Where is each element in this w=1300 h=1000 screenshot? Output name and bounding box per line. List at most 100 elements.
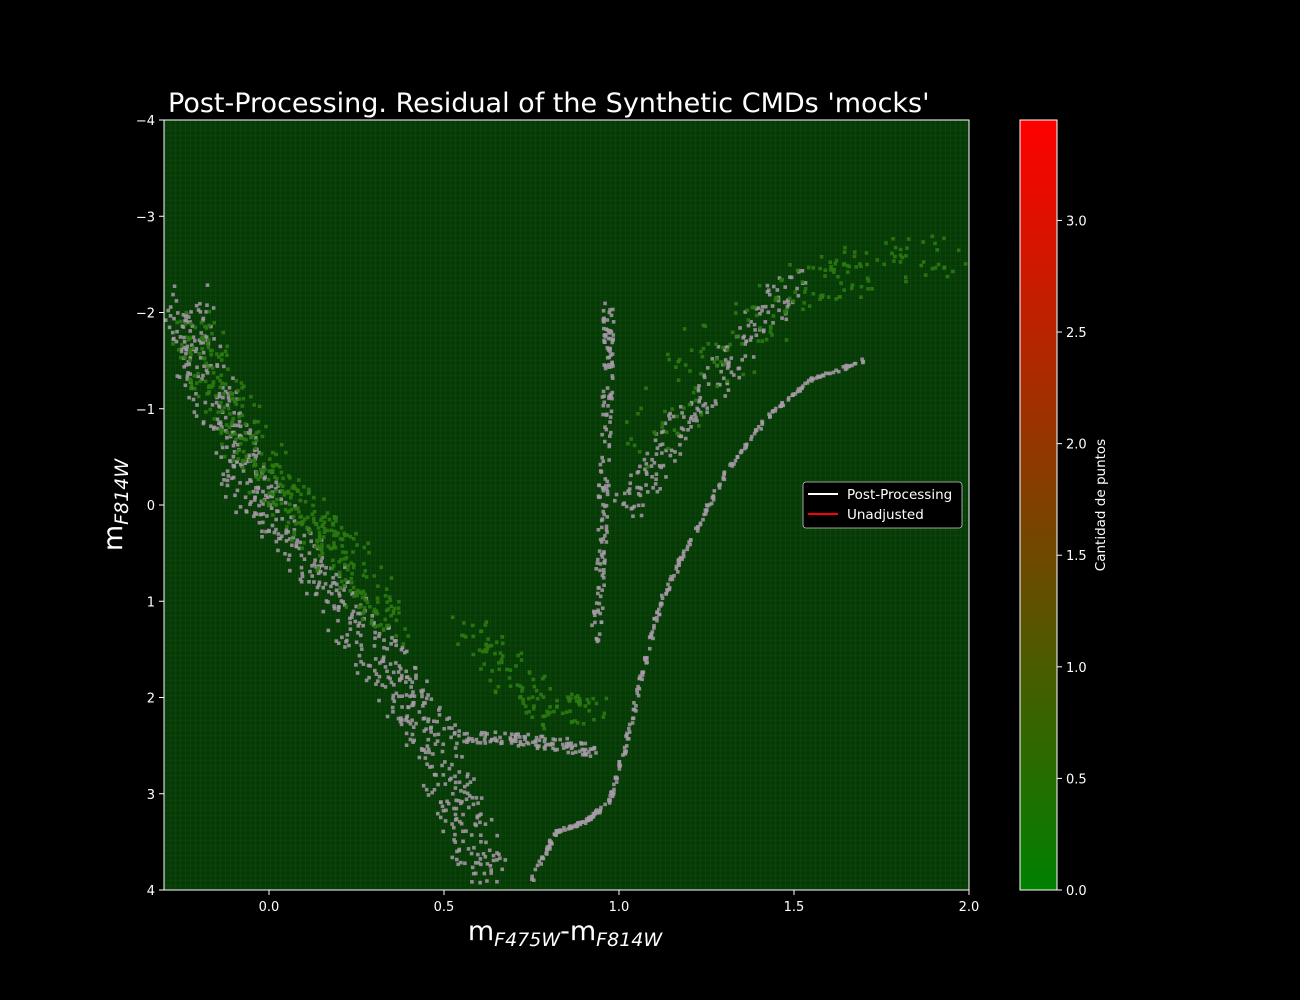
point-post-processing bbox=[705, 366, 710, 370]
point-post-processing bbox=[479, 833, 483, 838]
point-unadjusted bbox=[310, 512, 315, 517]
point-unadjusted bbox=[328, 546, 333, 551]
point-post-processing bbox=[188, 329, 193, 333]
point-post-processing bbox=[635, 691, 640, 695]
point-post-processing bbox=[608, 420, 612, 424]
point-unadjusted bbox=[350, 571, 354, 576]
point-post-processing bbox=[570, 745, 575, 749]
point-unadjusted bbox=[283, 507, 288, 512]
point-post-processing bbox=[192, 410, 197, 414]
point-unadjusted bbox=[859, 264, 863, 269]
point-post-processing bbox=[771, 409, 775, 413]
point-post-processing bbox=[479, 730, 484, 735]
point-unadjusted bbox=[178, 319, 183, 324]
point-unadjusted bbox=[369, 621, 374, 626]
point-unadjusted bbox=[675, 431, 680, 436]
point-post-processing bbox=[404, 731, 409, 736]
point-unadjusted bbox=[362, 606, 367, 610]
point-unadjusted bbox=[864, 251, 869, 255]
point-unadjusted bbox=[521, 701, 526, 706]
point-post-processing bbox=[782, 300, 787, 305]
point-unadjusted bbox=[636, 411, 640, 416]
point-unadjusted bbox=[216, 410, 220, 414]
point-post-processing bbox=[164, 318, 168, 322]
point-post-processing bbox=[482, 871, 487, 876]
point-post-processing bbox=[451, 791, 455, 796]
point-post-processing bbox=[687, 540, 691, 544]
point-post-processing bbox=[649, 633, 654, 638]
point-unadjusted bbox=[341, 550, 345, 555]
point-post-processing bbox=[453, 746, 458, 750]
point-post-processing bbox=[205, 371, 210, 375]
point-post-processing bbox=[453, 774, 457, 779]
point-post-processing bbox=[432, 733, 437, 737]
x-tick-label: 0.0 bbox=[259, 900, 280, 915]
point-post-processing bbox=[443, 819, 448, 823]
point-unadjusted bbox=[784, 307, 789, 312]
x-tick-label: 1.0 bbox=[609, 900, 630, 915]
point-post-processing bbox=[190, 343, 194, 347]
point-post-processing bbox=[701, 403, 706, 408]
point-unadjusted bbox=[585, 697, 590, 702]
point-unadjusted bbox=[291, 483, 296, 488]
point-post-processing bbox=[421, 701, 426, 705]
point-unadjusted bbox=[921, 240, 925, 244]
point-unadjusted bbox=[367, 550, 371, 555]
point-unadjusted bbox=[322, 526, 327, 531]
point-unadjusted bbox=[333, 529, 337, 534]
point-unadjusted bbox=[338, 536, 343, 541]
point-unadjusted bbox=[334, 533, 339, 538]
point-post-processing bbox=[722, 472, 726, 477]
point-post-processing bbox=[432, 719, 436, 724]
point-unadjusted bbox=[905, 246, 909, 250]
point-unadjusted bbox=[270, 463, 275, 468]
point-unadjusted bbox=[715, 363, 720, 368]
point-post-processing bbox=[377, 674, 382, 679]
point-post-processing bbox=[391, 693, 396, 698]
point-post-processing bbox=[221, 472, 226, 477]
point-unadjusted bbox=[904, 253, 908, 258]
point-post-processing bbox=[601, 326, 606, 331]
point-unadjusted bbox=[819, 293, 823, 298]
point-post-processing bbox=[632, 701, 636, 705]
point-post-processing bbox=[607, 443, 612, 447]
point-unadjusted bbox=[270, 513, 275, 517]
point-unadjusted bbox=[225, 353, 229, 357]
point-post-processing bbox=[599, 470, 604, 474]
point-unadjusted bbox=[210, 366, 215, 370]
point-unadjusted bbox=[253, 462, 258, 467]
point-post-processing bbox=[483, 731, 487, 735]
point-unadjusted bbox=[220, 381, 225, 386]
point-post-processing bbox=[308, 569, 312, 574]
point-post-processing bbox=[385, 647, 390, 651]
point-unadjusted bbox=[311, 503, 315, 508]
point-post-processing bbox=[276, 548, 280, 553]
point-post-processing bbox=[603, 533, 607, 538]
point-unadjusted bbox=[253, 475, 258, 479]
point-unadjusted bbox=[515, 683, 520, 687]
point-post-processing bbox=[753, 328, 757, 332]
point-unadjusted bbox=[241, 396, 246, 401]
point-post-processing bbox=[464, 829, 468, 833]
point-post-processing bbox=[175, 374, 180, 378]
point-post-processing bbox=[302, 533, 307, 538]
point-post-processing bbox=[617, 767, 622, 771]
point-post-processing bbox=[607, 331, 612, 335]
point-post-processing bbox=[236, 423, 240, 428]
point-unadjusted bbox=[220, 428, 225, 433]
point-unadjusted bbox=[343, 578, 348, 582]
point-post-processing bbox=[602, 571, 606, 575]
point-unadjusted bbox=[358, 604, 363, 609]
point-post-processing bbox=[491, 853, 496, 858]
point-unadjusted bbox=[325, 528, 330, 533]
point-unadjusted bbox=[339, 526, 344, 530]
point-unadjusted bbox=[375, 600, 380, 604]
point-unadjusted bbox=[171, 342, 175, 346]
point-post-processing bbox=[223, 415, 228, 420]
point-post-processing bbox=[351, 609, 356, 614]
point-unadjusted bbox=[344, 605, 349, 609]
point-unadjusted bbox=[893, 245, 898, 250]
point-post-processing bbox=[209, 324, 213, 329]
point-post-processing bbox=[765, 283, 770, 288]
point-post-processing bbox=[487, 848, 492, 853]
